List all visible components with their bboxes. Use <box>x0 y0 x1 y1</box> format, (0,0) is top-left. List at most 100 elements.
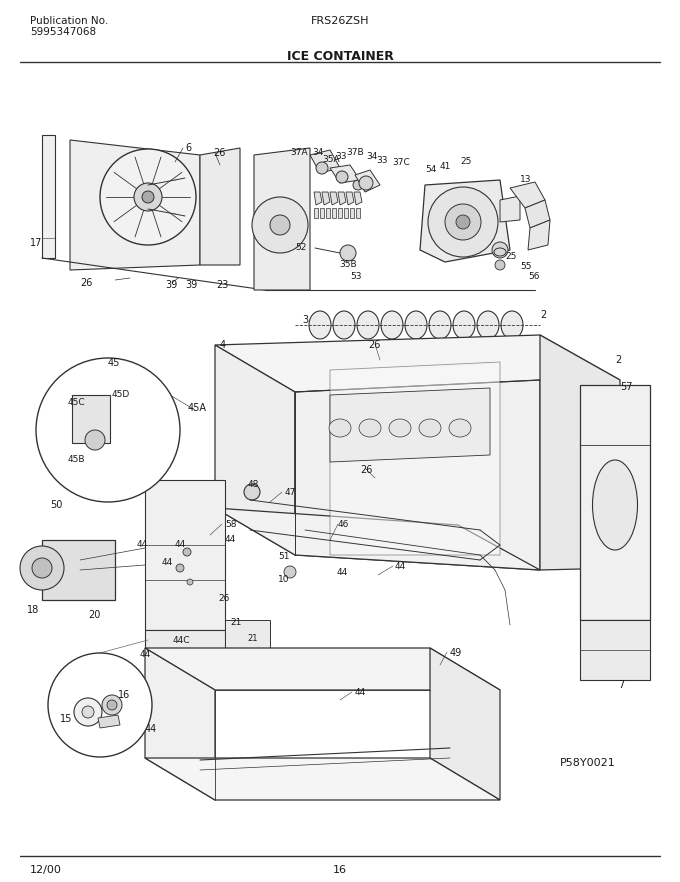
Polygon shape <box>225 620 270 648</box>
Circle shape <box>82 706 94 718</box>
Text: 37B: 37B <box>346 148 364 157</box>
Polygon shape <box>42 540 115 600</box>
Text: 48: 48 <box>248 480 259 489</box>
Text: 39: 39 <box>185 280 197 290</box>
Text: 33: 33 <box>376 156 388 165</box>
Ellipse shape <box>592 460 638 550</box>
Text: 45: 45 <box>108 358 120 368</box>
Polygon shape <box>338 192 346 205</box>
Polygon shape <box>356 208 360 218</box>
Polygon shape <box>145 480 225 630</box>
Circle shape <box>492 242 508 258</box>
Circle shape <box>270 215 290 235</box>
Polygon shape <box>215 508 540 570</box>
Polygon shape <box>310 150 340 173</box>
Text: 51: 51 <box>278 552 290 561</box>
Polygon shape <box>200 148 240 265</box>
Polygon shape <box>330 192 338 205</box>
Polygon shape <box>320 208 324 218</box>
Circle shape <box>336 171 348 183</box>
Text: 44: 44 <box>145 724 157 734</box>
Text: 26: 26 <box>368 340 380 350</box>
Text: 58: 58 <box>225 520 237 529</box>
Text: 7: 7 <box>618 680 624 690</box>
Polygon shape <box>215 335 620 392</box>
Polygon shape <box>510 182 545 208</box>
Ellipse shape <box>429 311 451 339</box>
Text: 56: 56 <box>528 272 539 281</box>
Polygon shape <box>145 648 500 690</box>
Text: 25: 25 <box>505 252 516 261</box>
Circle shape <box>252 197 308 253</box>
Circle shape <box>48 653 152 757</box>
Polygon shape <box>420 180 510 262</box>
Circle shape <box>100 149 196 245</box>
Text: 44: 44 <box>395 562 406 571</box>
Text: 15: 15 <box>60 714 72 724</box>
Circle shape <box>284 566 296 578</box>
Text: 37A: 37A <box>290 148 307 157</box>
Text: 23: 23 <box>216 280 228 290</box>
Ellipse shape <box>501 311 523 339</box>
Ellipse shape <box>309 311 331 339</box>
Text: 44C: 44C <box>173 636 190 645</box>
Polygon shape <box>330 388 490 462</box>
Text: 34: 34 <box>366 152 377 161</box>
Polygon shape <box>346 192 354 205</box>
Polygon shape <box>295 380 540 570</box>
Circle shape <box>102 695 122 715</box>
Polygon shape <box>354 192 362 205</box>
Text: 44: 44 <box>225 535 236 544</box>
Polygon shape <box>344 208 348 218</box>
Ellipse shape <box>329 419 351 437</box>
Text: 47: 47 <box>285 488 296 497</box>
Polygon shape <box>525 200 550 228</box>
Text: 17: 17 <box>30 238 42 248</box>
Text: 18: 18 <box>27 605 39 615</box>
Text: 57: 57 <box>620 382 632 392</box>
Text: 26: 26 <box>80 278 92 288</box>
Circle shape <box>244 484 260 500</box>
Text: 21: 21 <box>247 634 258 643</box>
Polygon shape <box>145 630 225 660</box>
Circle shape <box>359 176 373 190</box>
Text: 12/00: 12/00 <box>30 865 62 875</box>
Polygon shape <box>145 758 500 800</box>
Text: 46: 46 <box>338 520 350 529</box>
Text: 13: 13 <box>520 175 532 184</box>
Polygon shape <box>254 148 310 290</box>
Bar <box>72 395 110 443</box>
Ellipse shape <box>359 419 381 437</box>
Polygon shape <box>70 140 200 270</box>
Circle shape <box>187 579 193 585</box>
Text: Publication No.: Publication No. <box>30 16 108 26</box>
Polygon shape <box>145 648 215 800</box>
Text: 6: 6 <box>185 143 191 153</box>
Circle shape <box>107 700 117 710</box>
Text: 44: 44 <box>137 540 148 549</box>
Polygon shape <box>355 170 380 192</box>
Text: 20: 20 <box>88 610 101 620</box>
Ellipse shape <box>405 311 427 339</box>
Circle shape <box>74 698 102 726</box>
Ellipse shape <box>453 311 475 339</box>
Polygon shape <box>314 208 318 218</box>
Text: FRS26ZSH: FRS26ZSH <box>311 16 369 26</box>
Circle shape <box>316 162 328 174</box>
Polygon shape <box>540 335 620 570</box>
Polygon shape <box>332 208 336 218</box>
Circle shape <box>85 430 105 450</box>
Circle shape <box>32 558 52 578</box>
Text: 41: 41 <box>440 162 452 171</box>
Circle shape <box>176 564 184 572</box>
Polygon shape <box>330 362 500 555</box>
Polygon shape <box>215 345 295 555</box>
Polygon shape <box>500 196 520 222</box>
Text: 53: 53 <box>350 272 362 281</box>
Polygon shape <box>322 192 330 205</box>
Text: 4: 4 <box>220 340 226 350</box>
Text: 5995347068: 5995347068 <box>30 27 96 37</box>
Ellipse shape <box>389 419 411 437</box>
Polygon shape <box>580 620 650 680</box>
Ellipse shape <box>357 311 379 339</box>
